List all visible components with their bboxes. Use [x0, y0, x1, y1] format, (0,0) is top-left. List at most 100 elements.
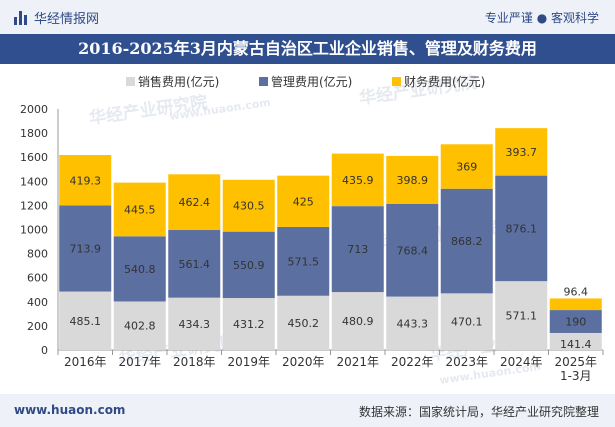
legend-swatch-2 [259, 77, 268, 86]
data-label-3-8: 369 [456, 161, 477, 174]
y-tick-label: 1000 [20, 224, 48, 237]
y-tick-label: 600 [27, 272, 48, 285]
bar-3-10 [549, 298, 602, 311]
data-label-3-5: 425 [293, 195, 314, 208]
bar-2-7 [386, 203, 439, 297]
x-tick-label: 2025年 1-3月 [554, 355, 597, 383]
legend-label-3: 财务费用(亿元) [404, 74, 485, 89]
bars [59, 128, 602, 350]
data-label-2-10: 190 [565, 316, 586, 329]
data-label-1-1: 485.1 [70, 315, 102, 328]
bar-3-4 [222, 179, 275, 232]
x-tick-label-line: 2025年 [554, 355, 597, 369]
bar-3-1 [59, 154, 112, 206]
bar-chart-logo-icon [14, 10, 28, 25]
bar-3-7 [386, 155, 439, 204]
data-label-1-10: 141.4 [560, 338, 592, 351]
data-label-3-3: 462.4 [179, 196, 211, 209]
title-bar: 2016-2025年3月内蒙古自治区工业企业销售、管理及财务费用 [0, 34, 615, 64]
data-label-1-2: 402.8 [124, 320, 156, 333]
tagline: 专业严谨 ● 客观科学 [484, 11, 599, 25]
data-label-3-10: 96.4 [564, 285, 589, 298]
x-tick-label-line: 2016年 [64, 355, 107, 369]
data-source: 数据来源：国家统计局，华经产业研究院整理 [358, 405, 599, 419]
data-label-3-4: 430.5 [233, 200, 265, 213]
y-tick-label: 800 [27, 248, 48, 261]
data-label-2-3: 561.4 [179, 258, 211, 271]
bar-3-5 [277, 175, 330, 227]
data-label-2-2: 540.8 [124, 263, 156, 276]
bar-3-8 [440, 144, 493, 189]
x-tick-label: 2019年 [227, 355, 270, 369]
bar-3-2 [113, 182, 166, 237]
bar-1-2 [113, 301, 166, 350]
legend-swatch-1 [126, 77, 135, 86]
bar-3-9 [495, 128, 548, 176]
y-tick-label: 400 [27, 296, 48, 309]
y-tick-label: 1200 [20, 199, 48, 212]
bar-1-10 [549, 332, 602, 350]
footer-bar: www.huaon.com 数据来源：国家统计局，华经产业研究院整理 [0, 394, 615, 427]
brand[interactable]: 华经情报网 [14, 8, 99, 27]
data-label-3-7: 398.9 [397, 174, 429, 187]
x-tick-label: 2018年 [173, 355, 216, 369]
x-tick-label-line: 2022年 [391, 355, 434, 369]
data-label-1-7: 443.3 [397, 317, 429, 330]
data-label-3-2: 445.5 [124, 203, 156, 216]
x-tick-label: 2024年 [500, 355, 543, 369]
bar-1-9 [495, 281, 548, 350]
y-tick-label: 1600 [20, 151, 48, 164]
data-label-1-6: 480.9 [342, 315, 374, 328]
bar-1-8 [440, 293, 493, 350]
data-label-3-9: 393.7 [506, 146, 538, 159]
bar-2-1 [59, 205, 112, 292]
footer-site-link[interactable]: www.huaon.com [14, 403, 126, 417]
x-tick-label: 2020年 [282, 355, 325, 369]
bar-2-2 [113, 236, 166, 302]
bar-2-4 [222, 231, 275, 299]
bar-1-4 [222, 298, 275, 350]
x-tick-label-line: 1-3月 [560, 369, 592, 383]
x-tick-label-line: 2020年 [282, 355, 325, 369]
legend: 销售费用(亿元) 管理费用(亿元) 财务费用(亿元) [126, 74, 485, 89]
bar-2-6 [331, 206, 384, 293]
data-label-1-9: 571.1 [506, 310, 538, 323]
y-tick-label: 1400 [20, 175, 48, 188]
brand-name: 华经情报网 [34, 12, 100, 27]
bar-1-1 [59, 291, 112, 350]
data-label-3-6: 435.9 [342, 174, 374, 187]
bar-1-7 [386, 296, 439, 350]
x-tick-label: 2021年 [336, 355, 379, 369]
bar-2-10 [549, 310, 602, 333]
y-tick-label: 2000 [20, 103, 48, 116]
data-label-2-6: 713 [347, 243, 368, 256]
bar-2-9 [495, 175, 548, 282]
data-label-2-9: 876.1 [506, 222, 538, 235]
data-labels: 485.1 713.9 419.3 402.8 540.8 445.5 434.3 561.4… [70, 146, 592, 351]
x-tick-label-line: 2021年 [336, 355, 379, 369]
bar-1-5 [277, 295, 330, 350]
data-label-2-7: 768.4 [397, 244, 429, 257]
y-tick-label: 0 [41, 344, 48, 357]
legend-label-2: 管理费用(亿元) [271, 74, 352, 89]
x-tick-label: 2023年 [445, 355, 488, 369]
bar-2-3 [168, 230, 221, 298]
bar-3-6 [331, 153, 384, 207]
data-label-2-5: 571.5 [288, 255, 320, 268]
x-tick-label-line: 2019年 [227, 355, 270, 369]
x-tick-label-line: 2023年 [445, 355, 488, 369]
legend-label-1: 销售费用(亿元) [138, 74, 219, 89]
x-tick-label-line: 2017年 [118, 355, 161, 369]
x-tick-label: 2017年 [118, 355, 161, 369]
data-label-1-3: 434.3 [179, 318, 211, 331]
bar-1-3 [168, 297, 221, 350]
data-label-2-8: 868.2 [451, 235, 483, 248]
data-label-1-4: 431.2 [233, 318, 265, 331]
legend-swatch-3 [392, 77, 401, 86]
x-tick-label-line: 2018年 [173, 355, 216, 369]
x-tick-label: 2016年 [64, 355, 107, 369]
data-label-2-1: 713.9 [70, 243, 102, 256]
bar-2-5 [277, 226, 330, 296]
axes: 0 200 400 600 800 1000 1200 1400 1600 1800 2000 201… [20, 103, 604, 383]
